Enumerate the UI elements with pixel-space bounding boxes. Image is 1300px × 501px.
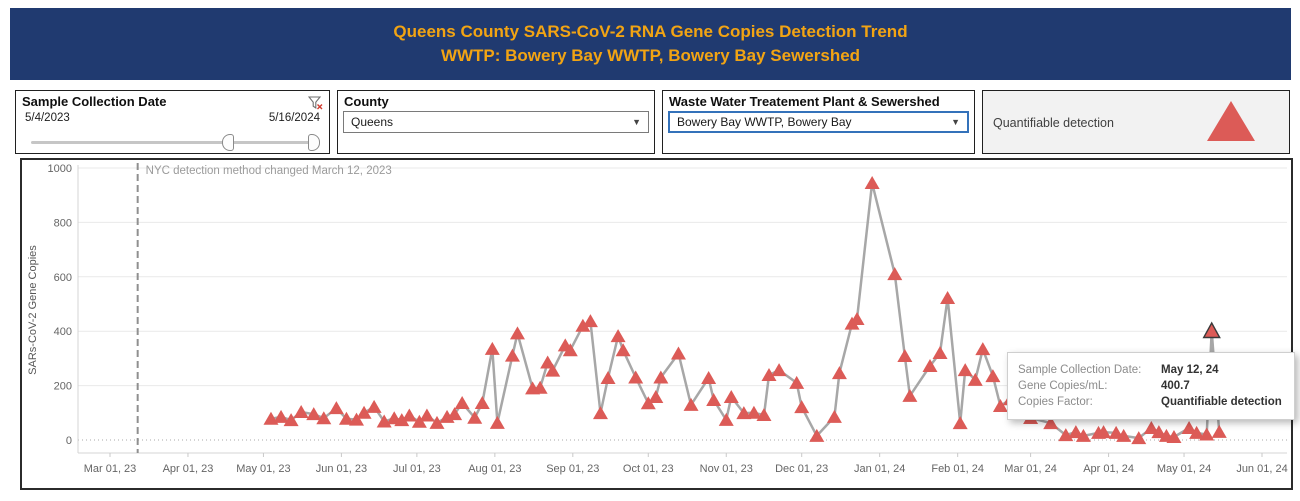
slider-handle-start[interactable]: [221, 134, 234, 151]
svg-text:Sep 01, 23: Sep 01, 23: [546, 463, 599, 475]
svg-text:800: 800: [54, 217, 72, 229]
svg-text:Jun 01, 23: Jun 01, 23: [316, 463, 367, 475]
svg-text:Oct 01, 23: Oct 01, 23: [623, 463, 674, 475]
svg-text:Jul 01, 23: Jul 01, 23: [393, 463, 441, 475]
svg-text:0: 0: [66, 435, 72, 447]
slider-handle-end[interactable]: [308, 134, 320, 151]
date-range-start: 5/4/2023: [25, 112, 70, 124]
svg-text:Jun 01, 24: Jun 01, 24: [1236, 463, 1287, 475]
wwtp-filter-title: Waste Water Treatement Plant & Sewershed: [669, 94, 940, 109]
svg-text:Dec 01, 23: Dec 01, 23: [775, 463, 828, 475]
date-filter-card: Sample Collection Date 5/4/2023 5/16/202…: [15, 90, 330, 154]
svg-text:Mar 01, 23: Mar 01, 23: [84, 463, 137, 475]
chevron-down-icon: ▼: [951, 117, 960, 127]
chart-plot[interactable]: Mar 01, 23 Apr 01, 23 May 01, 23 Jun 01, 23…: [22, 160, 1291, 488]
dashboard-title-banner: Queens County SARS-CoV-2 RNA Gene Copies…: [10, 8, 1291, 80]
tooltip-date-label: Sample Collection Date:: [1018, 364, 1142, 376]
wwtp-filter-card: Waste Water Treatement Plant & Sewershed…: [662, 90, 975, 154]
svg-text:600: 600: [54, 272, 72, 284]
quantifiable-detection-triangle-icon: [1205, 98, 1257, 149]
svg-text:200: 200: [54, 381, 72, 393]
chart-tooltip: Sample Collection Date: May 12, 24 Gene …: [1007, 352, 1295, 420]
svg-text:May 01, 24: May 01, 24: [1157, 463, 1211, 475]
filter-clear-icon[interactable]: [307, 96, 323, 115]
legend-label: Quantifiable detection: [993, 116, 1114, 130]
tooltip-copies-label: Gene Copies/mL:: [1018, 380, 1108, 392]
page-title-line1: Queens County SARS-CoV-2 RNA Gene Copies…: [393, 22, 908, 41]
county-selected-value: Queens: [351, 115, 394, 129]
svg-text:Nov 01, 23: Nov 01, 23: [700, 463, 753, 475]
tooltip-factor-label: Copies Factor:: [1018, 396, 1093, 408]
svg-text:SARs-CoV-2 Gene Copies: SARs-CoV-2 Gene Copies: [27, 245, 39, 375]
tooltip-factor-value: Quantifiable detection: [1161, 396, 1282, 408]
svg-text:Feb 01, 24: Feb 01, 24: [931, 463, 984, 475]
tooltip-copies-value: 400.7: [1161, 380, 1190, 392]
svg-text:Mar 01, 24: Mar 01, 24: [1004, 463, 1057, 475]
wwtp-select[interactable]: Bowery Bay WWTP, Bowery Bay ▼: [668, 111, 969, 133]
date-range-slider[interactable]: [31, 134, 320, 151]
svg-text:Aug 01, 23: Aug 01, 23: [468, 463, 521, 475]
legend-card: Quantifiable detection: [982, 90, 1290, 154]
svg-text:May 01, 23: May 01, 23: [236, 463, 290, 475]
tooltip-date-value: May 12, 24: [1161, 364, 1219, 376]
svg-text:NYC detection method changed M: NYC detection method changed March 12, 2…: [146, 165, 392, 177]
svg-text:Apr 01, 24: Apr 01, 24: [1083, 463, 1134, 475]
county-filter-card: County Queens ▼: [337, 90, 655, 154]
date-filter-title: Sample Collection Date: [22, 94, 167, 109]
chevron-down-icon: ▼: [632, 117, 641, 127]
wwtp-selected-value: Bowery Bay WWTP, Bowery Bay: [677, 115, 852, 129]
page-title-line2: WWTP: Bowery Bay WWTP, Bowery Bay Sewers…: [440, 46, 861, 65]
date-range-end: 5/16/2024: [268, 112, 320, 124]
county-filter-title: County: [344, 94, 389, 109]
trend-chart-card: Mar 01, 23 Apr 01, 23 May 01, 23 Jun 01, 23…: [20, 158, 1295, 490]
svg-text:Jan 01, 24: Jan 01, 24: [854, 463, 905, 475]
svg-text:400: 400: [54, 326, 72, 338]
slider-track[interactable]: [31, 141, 320, 144]
svg-text:1000: 1000: [48, 163, 72, 175]
county-select[interactable]: Queens ▼: [343, 111, 649, 133]
svg-text:Apr 01, 23: Apr 01, 23: [163, 463, 214, 475]
